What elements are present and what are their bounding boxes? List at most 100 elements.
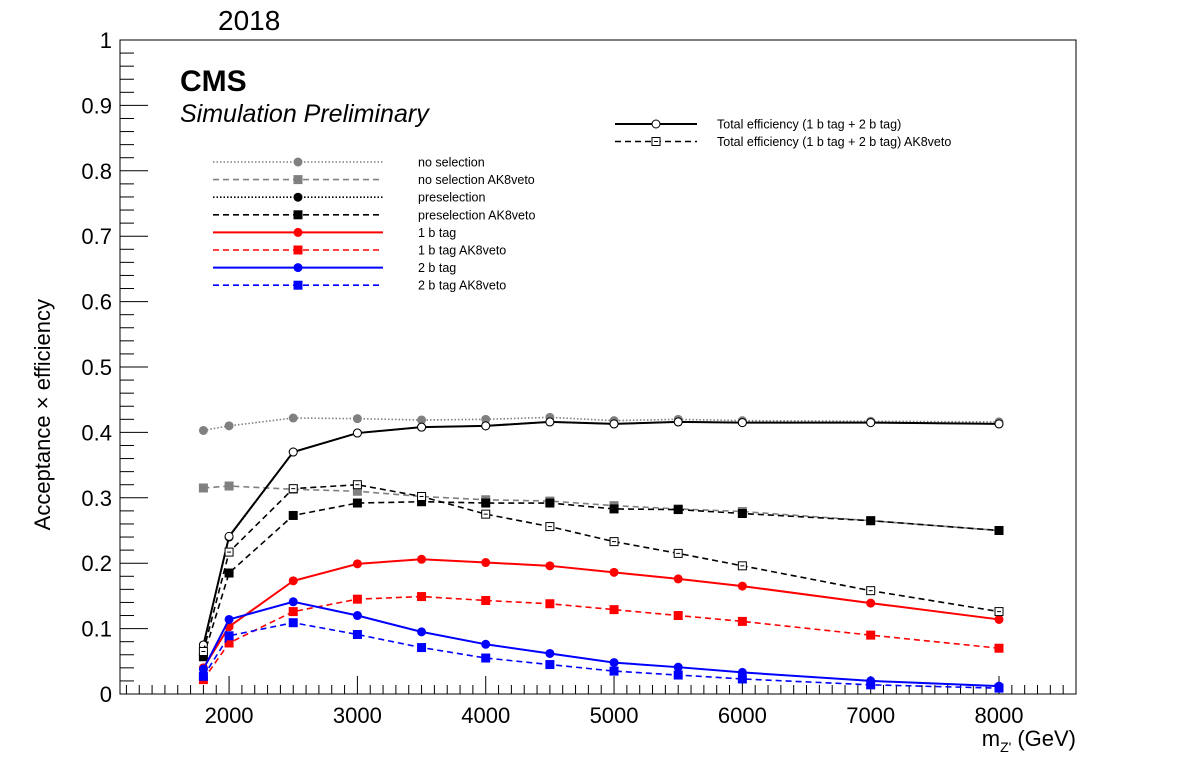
legend-entry: Total efficiency (1 b tag + 2 b tag) bbox=[615, 118, 901, 132]
data-point bbox=[417, 627, 427, 637]
simulation-preliminary-label: Simulation Preliminary bbox=[180, 100, 430, 128]
y-tick-label: 0.6 bbox=[81, 290, 112, 315]
data-point bbox=[673, 417, 683, 427]
data-point bbox=[198, 671, 208, 681]
data-point bbox=[481, 653, 491, 663]
series-line bbox=[202, 621, 1000, 689]
legend: no selection no selection AK8veto preselec… bbox=[213, 156, 535, 293]
data-point bbox=[224, 547, 234, 557]
legend-label: 1 b tag AK8veto bbox=[418, 244, 506, 258]
year-label: 2018 bbox=[218, 5, 280, 36]
legend-marker bbox=[293, 280, 303, 290]
data-point bbox=[352, 559, 362, 569]
legend-marker bbox=[651, 119, 661, 129]
data-point bbox=[866, 680, 876, 690]
data-point bbox=[481, 414, 491, 424]
data-point bbox=[288, 576, 298, 586]
axis-ticks bbox=[120, 39, 1077, 695]
data-point bbox=[737, 508, 747, 518]
data-point bbox=[288, 413, 298, 423]
x-tick-label: 4000 bbox=[461, 703, 510, 728]
data-point bbox=[609, 419, 619, 429]
data-point bbox=[737, 674, 747, 684]
data-point bbox=[352, 594, 362, 604]
x-tick-label: 3000 bbox=[333, 703, 382, 728]
data-point bbox=[545, 561, 555, 571]
y-tick-label: 0.9 bbox=[81, 93, 112, 118]
data-point bbox=[417, 643, 427, 653]
series-7 bbox=[198, 618, 1004, 693]
data-point bbox=[545, 498, 555, 508]
y-tick-label: 0.1 bbox=[81, 617, 112, 642]
x-tick-label: 5000 bbox=[590, 703, 639, 728]
data-point bbox=[994, 683, 1004, 693]
legend-marker bbox=[293, 192, 303, 202]
data-point bbox=[545, 599, 555, 609]
legend-label: 1 b tag bbox=[418, 226, 456, 240]
legend-marker bbox=[293, 245, 303, 255]
data-point bbox=[866, 418, 876, 428]
series-8 bbox=[198, 417, 1004, 650]
y-tick-label: 0.4 bbox=[81, 420, 112, 445]
data-point bbox=[737, 581, 747, 591]
legend-marker bbox=[651, 137, 661, 146]
data-point bbox=[673, 662, 683, 672]
data-point bbox=[609, 658, 619, 668]
data-point bbox=[609, 537, 619, 547]
cms-label: CMS bbox=[180, 65, 247, 98]
data-point bbox=[866, 630, 876, 640]
y-tick-label: 0.3 bbox=[81, 486, 112, 511]
data-point bbox=[545, 522, 555, 532]
x-tick-label: 7000 bbox=[846, 703, 895, 728]
legend-entry: preselection AK8veto bbox=[213, 208, 535, 222]
legend-marker bbox=[293, 175, 303, 185]
data-point bbox=[866, 516, 876, 526]
data-point bbox=[481, 509, 491, 519]
x-tick-label: 2000 bbox=[205, 703, 254, 728]
series-line bbox=[202, 500, 1000, 657]
data-point bbox=[609, 605, 619, 615]
data-point bbox=[224, 481, 234, 491]
data-point bbox=[866, 598, 876, 608]
data-point bbox=[352, 480, 362, 490]
data-point bbox=[224, 638, 234, 648]
data-point bbox=[673, 574, 683, 584]
legend-entry: preselection bbox=[213, 191, 485, 205]
legend-entry: Total efficiency (1 b tag + 2 b tag) AK8… bbox=[615, 135, 951, 149]
data-point bbox=[224, 421, 234, 431]
x-axis-title: mZ' (GeV) bbox=[982, 726, 1076, 755]
data-point bbox=[352, 414, 362, 424]
y-tick-label: 0.7 bbox=[81, 224, 112, 249]
series-line bbox=[202, 558, 1000, 669]
legend-label: Total efficiency (1 b tag + 2 b tag) bbox=[717, 118, 901, 132]
data-point bbox=[352, 428, 362, 438]
legend-entry: 2 b tag bbox=[213, 261, 456, 275]
data-point bbox=[417, 491, 427, 501]
data-point bbox=[481, 595, 491, 605]
axis-tick-labels: 2000 3000 4000 5000 6000 7000 8000 0 0.1 0.2 0.3 0.… bbox=[81, 28, 1023, 728]
data-point bbox=[352, 498, 362, 508]
legend-label: 2 b tag AK8veto bbox=[418, 279, 506, 293]
data-point bbox=[737, 418, 747, 428]
data-point bbox=[198, 425, 208, 435]
legend-label: Total efficiency (1 b tag + 2 b tag) AK8… bbox=[717, 135, 951, 149]
legend-label: no selection AK8veto bbox=[418, 173, 535, 187]
data-point bbox=[545, 660, 555, 670]
data-point bbox=[352, 629, 362, 639]
x-tick-label: 8000 bbox=[975, 703, 1024, 728]
series-9 bbox=[198, 480, 1004, 656]
data-point bbox=[481, 639, 491, 649]
legend-marker bbox=[293, 227, 303, 237]
legend-entry: 2 b tag AK8veto bbox=[213, 279, 506, 293]
series-line bbox=[203, 416, 1000, 432]
legend-label: preselection bbox=[418, 191, 485, 205]
legend-entry: 1 b tag bbox=[213, 226, 456, 240]
y-axis-title: Acceptance × efficiency bbox=[30, 299, 55, 530]
series-line bbox=[203, 485, 1000, 532]
data-point bbox=[288, 618, 298, 628]
data-point bbox=[609, 666, 619, 676]
data-point bbox=[609, 567, 619, 577]
x-tick-label: 6000 bbox=[718, 703, 767, 728]
data-point bbox=[994, 614, 1004, 624]
